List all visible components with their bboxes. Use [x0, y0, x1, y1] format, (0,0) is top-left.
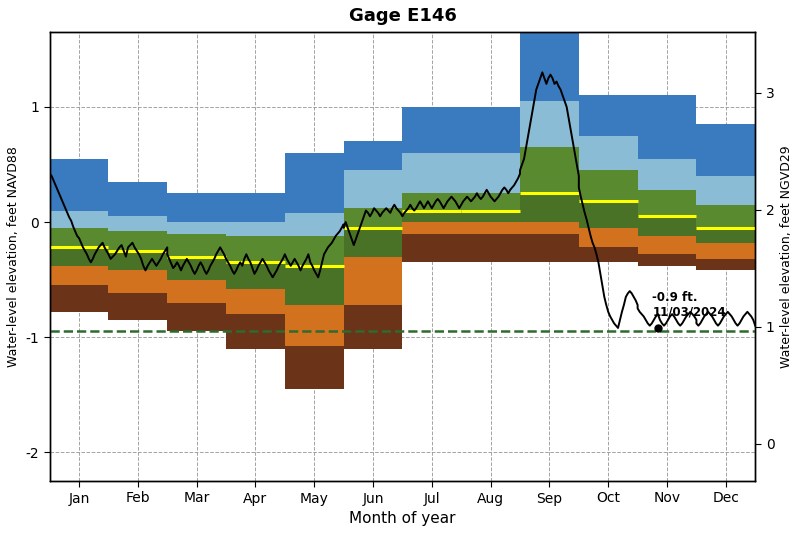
Y-axis label: Water-level elevation, feet NGVD29: Water-level elevation, feet NGVD29 — [780, 146, 793, 368]
Title: Gage E146: Gage E146 — [349, 7, 456, 25]
X-axis label: Month of year: Month of year — [349, 511, 456, 526]
Text: -0.9 ft.
11/03/2024: -0.9 ft. 11/03/2024 — [652, 290, 726, 319]
Y-axis label: Water-level elevation, feet NAVD88: Water-level elevation, feet NAVD88 — [7, 146, 20, 367]
